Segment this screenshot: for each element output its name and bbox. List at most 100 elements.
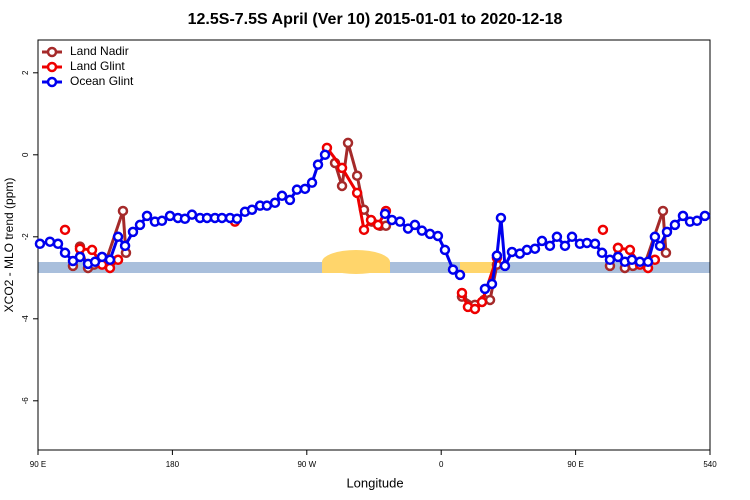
data-point [306, 177, 318, 188]
data-point [365, 214, 377, 226]
x-tick-label: 90 E [567, 460, 583, 469]
data-point [44, 236, 56, 247]
legend-marker [46, 46, 58, 58]
data-point [59, 247, 71, 259]
data-point [372, 219, 384, 231]
data-point [351, 170, 363, 181]
y-tick-label: -4 [21, 315, 30, 323]
data-point [566, 231, 578, 243]
data-point [447, 264, 459, 275]
data-point [624, 244, 636, 256]
data-point [351, 187, 363, 199]
data-point [551, 231, 563, 243]
data-point [544, 240, 556, 252]
data-point [156, 215, 168, 227]
data-point [456, 287, 468, 299]
data-point [127, 226, 139, 238]
legend-label: Ocean Glint [70, 74, 134, 88]
data-point [612, 251, 624, 263]
data-point [439, 244, 451, 256]
data-point [342, 137, 354, 149]
data-point [117, 205, 129, 217]
data-point [699, 210, 711, 222]
data-point [112, 231, 124, 243]
data-point [479, 283, 491, 295]
data-point [536, 235, 548, 247]
x-tick-label: 0 [439, 460, 444, 469]
data-point [284, 194, 296, 206]
data-point [476, 296, 488, 308]
legend-label: Land Glint [70, 59, 125, 73]
data-point [661, 226, 673, 238]
data-point [246, 204, 258, 215]
data-point [597, 224, 609, 236]
y-tick-label: -2 [21, 233, 30, 241]
data-point [521, 244, 533, 256]
data-point [59, 224, 71, 236]
data-point [231, 213, 243, 225]
data-point [336, 180, 348, 192]
y-tick-label: 0 [21, 152, 30, 157]
data-point [216, 212, 228, 224]
data-point [312, 159, 324, 170]
data-point [589, 238, 601, 250]
data-point [495, 212, 507, 224]
data-point [34, 238, 46, 250]
land-strip [322, 262, 390, 273]
data-point [358, 224, 370, 236]
data-point [276, 190, 288, 202]
data-point [649, 231, 661, 243]
data-point [634, 256, 646, 268]
x-tick-label: 90 W [297, 460, 316, 469]
data-point [691, 215, 703, 227]
data-point [386, 214, 398, 226]
data-point [559, 240, 571, 252]
data-point [74, 243, 86, 254]
data-point [269, 197, 281, 209]
data-point [626, 254, 638, 266]
data-point [454, 269, 466, 281]
data-point [119, 240, 131, 252]
land-strip [460, 262, 495, 273]
y-tick-label: 2 [21, 70, 30, 75]
data-point [89, 256, 101, 268]
data-point [432, 230, 444, 242]
x-tick-label: 90 E [30, 460, 46, 469]
data-point [660, 247, 672, 259]
legend-marker [46, 61, 58, 73]
data-point [604, 254, 616, 266]
x-axis-label: Longitude [346, 475, 403, 490]
data-point [291, 184, 303, 195]
data-point [319, 149, 331, 161]
data-point [486, 278, 498, 290]
data-point [379, 208, 391, 220]
data-point [596, 247, 608, 259]
data-point [469, 303, 481, 315]
data-point [654, 240, 666, 252]
y-axis-label: XCO2 - MLO trend (ppm) [2, 178, 16, 313]
data-point [484, 294, 496, 306]
data-point [612, 242, 624, 254]
data-point [74, 251, 86, 263]
data-point [104, 262, 116, 274]
data-point [409, 219, 421, 231]
x-tick-label: 180 [166, 460, 180, 469]
data-point [499, 260, 511, 272]
data-point [134, 219, 146, 231]
data-point [416, 225, 428, 236]
y-tick-label: -6 [21, 397, 30, 405]
x-tick-label: 540 [703, 460, 717, 469]
data-point [394, 216, 406, 227]
plot-frame [37, 39, 711, 451]
data-point [677, 210, 689, 222]
data-point [669, 219, 681, 231]
data-point [141, 210, 153, 222]
legend-marker [46, 76, 58, 88]
data-point [86, 244, 98, 256]
data-point [261, 200, 273, 211]
data-point [657, 205, 669, 217]
data-point [104, 254, 116, 266]
data-point [491, 250, 503, 261]
